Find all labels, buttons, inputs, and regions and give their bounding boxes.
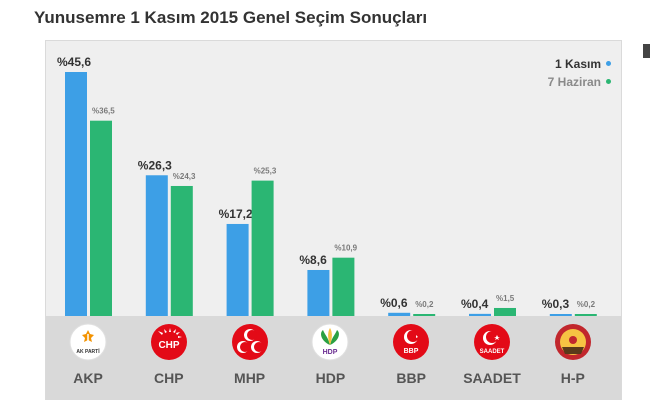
svg-text:CHP: CHP [158,340,179,351]
bar-mhp-kasim [226,223,249,316]
mhp-logo-icon [231,323,269,361]
data-label-akp-kasim: %45,6 [57,55,91,69]
page-title: Yunusemre 1 Kasım 2015 Genel Seçim Sonuç… [34,8,428,27]
data-label-saadet-kasim: %0,4 [461,297,489,311]
legend-label-kasim: 1 Kasım [554,57,601,71]
bar-akp-kasim [65,72,87,316]
bar-chart: %45,6 %36,5 %26,3%24,3 %17,2 %25,3 %8,6 %10,9%… [57,55,597,316]
data-label-hdp-haziran: %10,9 [334,244,357,253]
bar-bbp-haziran [413,314,436,316]
bar-hdp-kasim [307,269,330,316]
saadet-logo-icon: SAADET [473,323,511,361]
bar-h-p-haziran [574,314,597,316]
party-name-mhp: MHP [234,370,266,386]
chp-logo-icon: CHP [150,323,188,361]
svg-text:BBP: BBP [404,348,419,355]
bar-saadet-haziran [494,307,516,316]
data-label-akp-haziran: %36,5 [92,107,115,116]
data-label-chp-haziran: %24,3 [173,172,196,181]
legend-item-kasim: 1 Kasım [548,55,611,73]
chart-legend: 1 Kasım 7 Haziran [548,55,611,91]
bar-chp-kasim [145,175,168,316]
bar-h-p-kasim [549,314,572,316]
party-name-hdp: HDP [315,370,346,386]
data-label-bbp-haziran: %0,2 [415,300,434,309]
data-label-saadet-haziran: %1,5 [496,294,515,303]
data-label-h-p-haziran: %0,2 [577,300,596,309]
party-name-akp: AKP [73,370,103,386]
bbp-logo-icon: BBP [392,323,430,361]
bar-akp-haziran [90,120,112,316]
svg-text:HDP: HDP [323,349,338,356]
hdp-logo-icon: HDP [311,323,349,361]
chart-panel: %45,6 %36,5 %26,3 %24,3 %17,2 %25,3 %8,6 %10,9%… [45,40,622,400]
hp-logo-icon [554,323,592,361]
data-label-mhp-haziran: %25,3 [254,167,277,176]
data-label-hdp-kasim: %8,6 [299,253,327,267]
svg-text:AK PARTİ: AK PARTİ [76,348,100,355]
legend-item-haziran: 7 Haziran [548,73,611,91]
bar-chp-haziran [170,185,193,316]
legend-label-haziran: 7 Haziran [547,75,601,89]
bar-bbp-kasim [388,312,411,316]
party-name-hp: H-P [560,370,585,386]
bar-saadet-kasim [469,313,491,316]
sidebar-edge-marker [643,44,650,58]
data-label-bbp-kasim: %0,6 [380,296,408,310]
bar-mhp-haziran [251,180,274,316]
akp-logo-icon: AK PARTİ [69,323,107,361]
data-label-mhp-kasim: %17,2 [219,207,253,221]
data-label-h-p-kasim: %0,3 [542,297,570,311]
legend-dot-haziran [606,79,611,85]
party-name-saadet: SAADET [463,370,521,386]
svg-text:SAADET: SAADET [480,349,505,355]
data-label-chp-kasim: %26,3 [138,158,172,172]
party-name-bbp: BBP [396,370,426,386]
bar-hdp-haziran [332,257,355,316]
legend-dot-kasim [606,61,611,67]
party-name-chp: CHP [154,370,184,386]
